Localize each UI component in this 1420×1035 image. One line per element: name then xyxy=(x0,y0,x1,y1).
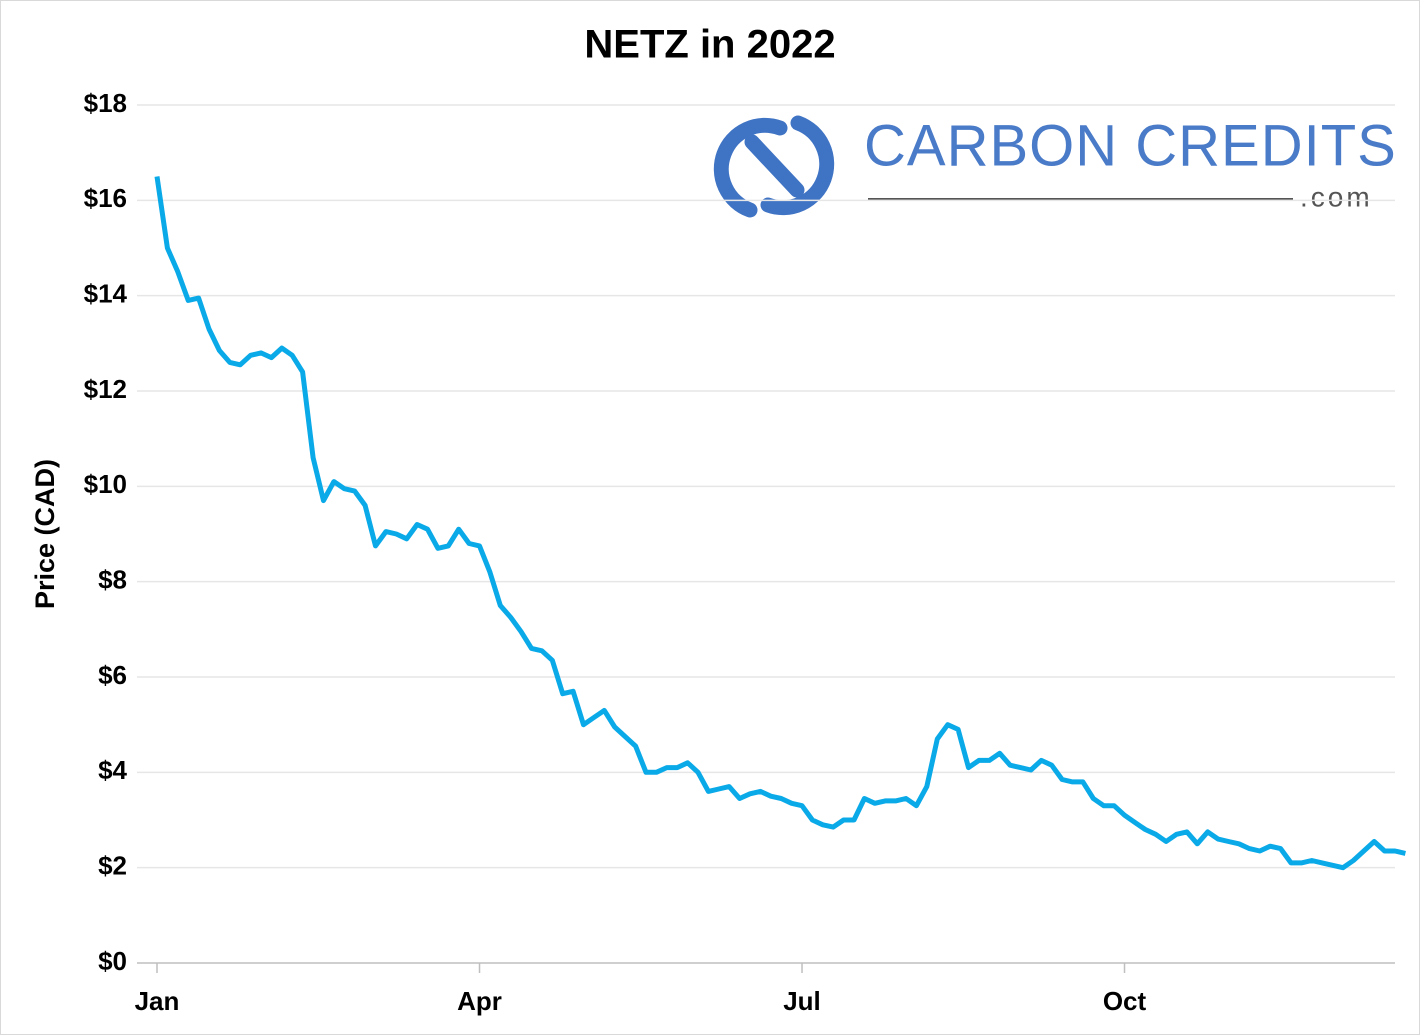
x-tick-label: Oct xyxy=(1103,986,1147,1016)
y-tick-label: $12 xyxy=(84,374,127,404)
y-tick-label: $18 xyxy=(84,88,127,118)
logo-suffix: .com xyxy=(1300,181,1373,212)
price-line xyxy=(154,176,1406,871)
x-tick-label: Jan xyxy=(135,986,180,1016)
y-tick-label: $0 xyxy=(98,946,127,976)
logo-arc xyxy=(760,115,835,216)
y-tick-label: $10 xyxy=(84,469,127,499)
y-axis-label: Price (CAD) xyxy=(30,459,60,609)
y-tick-label: $2 xyxy=(98,851,127,881)
x-tick-label: Jul xyxy=(783,986,821,1016)
y-tick-label: $8 xyxy=(98,565,127,595)
y-tick-label: $16 xyxy=(84,183,127,213)
x-tick-label: Apr xyxy=(457,986,502,1016)
logo-link xyxy=(744,134,805,198)
chart-title: NETZ in 2022 xyxy=(584,23,835,67)
y-tick-label: $4 xyxy=(98,755,127,785)
y-tick-label: $14 xyxy=(84,279,128,309)
logo-text: CARBON CREDITS xyxy=(864,113,1397,178)
y-tick-label: $6 xyxy=(98,660,127,690)
